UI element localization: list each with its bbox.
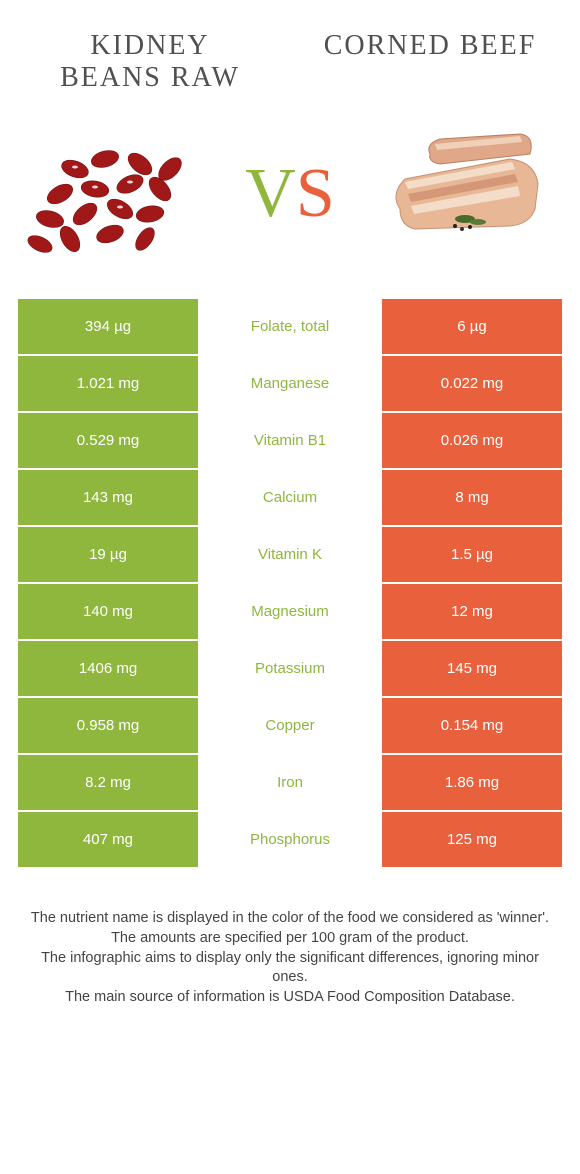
table-row: 19 µgVitamin K1.5 µg (18, 527, 562, 582)
left-value: 0.529 mg (18, 413, 198, 468)
left-value: 19 µg (18, 527, 198, 582)
left-value: 0.958 mg (18, 698, 198, 753)
nutrient-name: Potassium (198, 641, 382, 696)
left-value: 143 mg (18, 470, 198, 525)
nutrient-name: Phosphorus (198, 812, 382, 867)
table-row: 1.021 mgManganese0.022 mg (18, 356, 562, 411)
left-value: 1406 mg (18, 641, 198, 696)
corned-beef-image (370, 114, 560, 274)
table-row: 394 µgFolate, total6 µg (18, 299, 562, 354)
right-value: 0.022 mg (382, 356, 562, 411)
nutrient-name: Iron (198, 755, 382, 810)
vs-v: V (245, 154, 296, 234)
left-value: 140 mg (18, 584, 198, 639)
right-value: 8 mg (382, 470, 562, 525)
nutrient-name: Calcium (198, 470, 382, 525)
footer-line: The infographic aims to display only the… (30, 949, 550, 988)
vs-label: VS (245, 154, 335, 234)
table-row: 0.958 mgCopper0.154 mg (18, 698, 562, 753)
right-value: 0.026 mg (382, 413, 562, 468)
left-value: 8.2 mg (18, 755, 198, 810)
vs-s: S (296, 154, 335, 234)
images-row: VS (0, 104, 580, 299)
left-value: 394 µg (18, 299, 198, 354)
table-row: 1406 mgPotassium145 mg (18, 641, 562, 696)
kidney-beans-image (20, 114, 210, 274)
footer-line: The nutrient name is displayed in the co… (30, 909, 550, 929)
nutrient-table: 394 µgFolate, total6 µg1.021 mgManganese… (0, 299, 580, 867)
nutrient-name: Vitamin K (198, 527, 382, 582)
footer-notes: The nutrient name is displayed in the co… (0, 869, 580, 1007)
right-value: 1.5 µg (382, 527, 562, 582)
left-value: 1.021 mg (18, 356, 198, 411)
right-value: 6 µg (382, 299, 562, 354)
right-title: CORNED BEEF (320, 30, 540, 94)
table-row: 0.529 mgVitamin B10.026 mg (18, 413, 562, 468)
table-row: 143 mgCalcium8 mg (18, 470, 562, 525)
right-value: 12 mg (382, 584, 562, 639)
right-value: 125 mg (382, 812, 562, 867)
footer-line: The main source of information is USDA F… (30, 988, 550, 1008)
table-row: 140 mgMagnesium12 mg (18, 584, 562, 639)
right-value: 145 mg (382, 641, 562, 696)
left-value: 407 mg (18, 812, 198, 867)
nutrient-name: Vitamin B1 (198, 413, 382, 468)
right-value: 0.154 mg (382, 698, 562, 753)
table-row: 407 mgPhosphorus125 mg (18, 812, 562, 867)
nutrient-name: Manganese (198, 356, 382, 411)
header: KIDNEY BEANS RAW CORNED BEEF (0, 0, 580, 104)
right-value: 1.86 mg (382, 755, 562, 810)
nutrient-name: Folate, total (198, 299, 382, 354)
nutrient-name: Magnesium (198, 584, 382, 639)
left-title: KIDNEY BEANS RAW (40, 30, 260, 94)
footer-line: The amounts are specified per 100 gram o… (30, 929, 550, 949)
nutrient-name: Copper (198, 698, 382, 753)
table-row: 8.2 mgIron1.86 mg (18, 755, 562, 810)
